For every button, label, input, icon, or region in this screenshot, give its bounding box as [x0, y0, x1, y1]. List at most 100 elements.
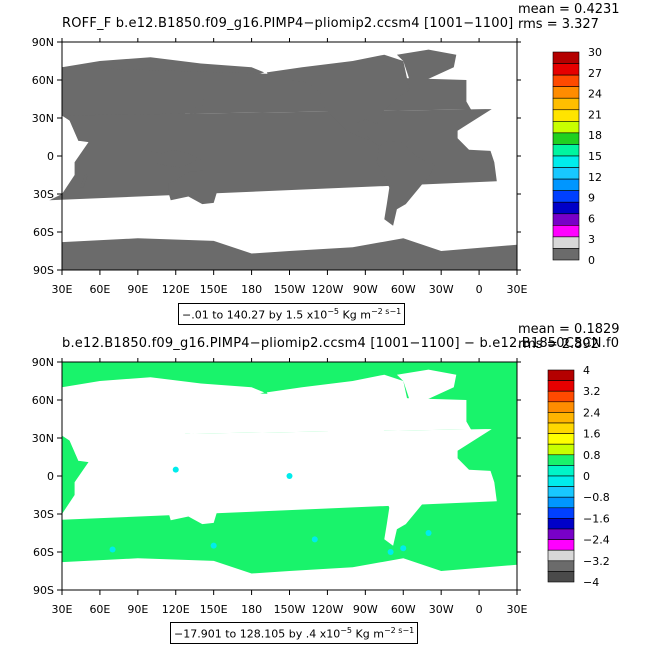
x-tick-label: 30E [52, 603, 73, 616]
colorbar-label: −4 [583, 576, 599, 589]
y-tick-label: 60S [33, 546, 54, 559]
colorbar-swatch [547, 465, 575, 477]
panel2-mean-value: 0.1829 [574, 322, 620, 337]
colorbar-swatch [547, 539, 575, 551]
panel1-range-text: −.01 to 140.27 by 1.5 x10 [182, 308, 328, 322]
y-tick-label: 90N [32, 36, 54, 49]
y-tick-label: 0 [47, 470, 54, 483]
land-madagascar [79, 172, 88, 188]
colorbar-label: −0.8 [583, 491, 610, 504]
colorbar-label: 30 [588, 46, 602, 59]
colorbar-label: 2.4 [583, 406, 601, 419]
panel2-ocean-field [49, 369, 517, 590]
x-tick-label: 150W [274, 603, 306, 616]
panel2-colorbar: 4 3.2 2.4 1.6 0.8 0 −0.8 −1.6 −2.4 −3.2 −4 [547, 364, 610, 589]
colorbar-swatch [552, 248, 580, 261]
land-indonesia [144, 149, 201, 168]
y-tick-label: 60N [32, 394, 54, 407]
land-africa [49, 109, 497, 201]
x-tick-label: 60W [391, 283, 416, 296]
panel2-units-exp: −2 s−1 [383, 626, 415, 635]
colorbar-swatch [547, 454, 575, 466]
land-samerica [376, 140, 435, 226]
colorbar-swatch [547, 528, 575, 540]
cyan-patch [387, 549, 394, 555]
colorbar-label: 12 [588, 171, 602, 184]
cyan-patch [210, 542, 217, 549]
panel1-axes: 30E 60E 90E 120E 150E 180 150W 120W 90W 60W 30W 0 30… [32, 36, 528, 296]
colorbar-swatch [547, 433, 575, 445]
land-greenland [396, 49, 457, 80]
colorbar-swatch [552, 74, 580, 87]
colorbar-label: −3.2 [583, 555, 610, 568]
panel2-range-text: −17.901 to 128.105 by .4 x10 [174, 627, 341, 641]
land-africa [49, 429, 497, 521]
panel2-rms-value: 2.892 [561, 337, 599, 352]
land-australia [168, 169, 218, 205]
y-tick-label: 90S [33, 264, 54, 277]
panel2-rms: rms = 2.892 [518, 337, 599, 352]
x-tick-label: 90E [127, 603, 148, 616]
land-australia [168, 489, 218, 525]
colorbar-swatch [547, 571, 575, 583]
x-tick-label: 60W [391, 603, 416, 616]
x-tick-label: 120W [311, 603, 343, 616]
x-tick-label: 150E [200, 603, 228, 616]
colorbar-swatch [547, 486, 575, 498]
x-tick-label: 150E [200, 283, 228, 296]
panel1-units-exp: −2 s−1 [370, 307, 402, 316]
colorbar-swatch [552, 155, 580, 168]
colorbar-swatch [547, 549, 575, 562]
land-greenland [396, 369, 457, 400]
y-tick-label: 60S [33, 226, 54, 239]
colorbar-swatch [547, 496, 575, 509]
panel1-rms-label: rms [518, 17, 543, 32]
colorbar-swatch [552, 51, 580, 64]
colorbar-label: −1.6 [583, 512, 610, 525]
y-tick-label: 60N [32, 74, 54, 87]
panel2-title: b.e12.B1850.f09_g16.PIMP4−pliomip2.ccsm4… [62, 336, 620, 351]
panel2-rms-label: rms [518, 337, 543, 352]
y-tick-label: 0 [47, 150, 54, 163]
land-samerica [376, 460, 435, 546]
land-japan [188, 419, 204, 436]
panel1-range-exp: −5 [327, 307, 340, 316]
x-tick-label: 90E [127, 283, 148, 296]
colorbar-label: 6 [588, 212, 595, 225]
colorbar-swatch [547, 475, 575, 487]
y-tick-label: 30S [33, 188, 54, 201]
panel1-rms: rms = 3.327 [518, 17, 599, 32]
x-tick-label: 30E [52, 283, 73, 296]
panel1-range-label: −.01 to 140.27 by 1.5 x10−5 Kg m−2 s−1 [178, 303, 406, 325]
x-tick-label: 30E [507, 603, 528, 616]
x-tick-label: 0 [476, 283, 483, 296]
colorbar-label: 9 [588, 192, 595, 205]
panel2-axes: 30E 60E 90E 120E 150E 180 150W 120W 90W 60W 30W 0 30… [32, 356, 528, 616]
colorbar-swatch [547, 422, 575, 434]
panel2-mean-label: mean [518, 322, 555, 337]
colorbar-label: 3 [588, 233, 595, 246]
land-antarctica [62, 558, 517, 590]
panel1-rms-value: 3.327 [561, 17, 599, 32]
panel1-map: 30E 60E 90E 120E 150E 180 150W 120W 90W 60W 30W 0 30… [32, 36, 602, 296]
panel1-units: Kg m [342, 308, 371, 322]
land-indonesia [144, 469, 201, 488]
colorbar-label: 15 [588, 150, 602, 163]
panel2-map: 30E 60E 90E 120E 150E 180 150W 120W 90W 60W 30W 0 30… [32, 356, 610, 616]
colorbar-swatch [552, 201, 580, 215]
land-antarctica [62, 238, 517, 270]
colorbar-swatch [547, 380, 575, 392]
land-japan [188, 99, 204, 116]
colorbar-swatch [552, 178, 580, 191]
colorbar-label: 1.6 [583, 428, 601, 441]
colorbar-label: 4 [583, 364, 590, 377]
panel2-mean: mean = 0.1829 [518, 322, 620, 337]
x-tick-label: 30E [507, 283, 528, 296]
colorbar-swatch [552, 132, 580, 145]
cyan-patch [400, 545, 407, 552]
panel1-mean-value: 0.4231 [574, 2, 620, 17]
y-tick-label: 90S [33, 584, 54, 597]
colorbar-swatch [547, 369, 575, 381]
colorbar-swatch [552, 97, 580, 111]
